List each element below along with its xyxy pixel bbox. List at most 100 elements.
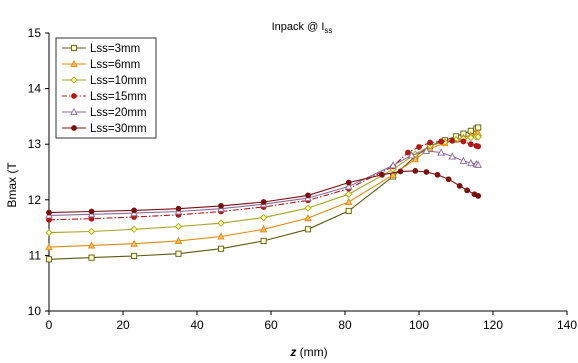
- plot-area: [48, 33, 567, 312]
- data-point: [87, 241, 96, 249]
- data-point: [344, 197, 353, 206]
- y-tick-label: 10: [28, 304, 42, 318]
- data-point: [445, 176, 452, 183]
- legend-label: Lss=10mm: [90, 75, 147, 87]
- y-axis-ticks: 10 11 12 13 14 15: [28, 26, 49, 318]
- data-point: [260, 237, 267, 244]
- data-point: [460, 138, 467, 145]
- data-point: [71, 125, 77, 131]
- legend-label: Lss=15mm: [90, 91, 147, 103]
- legend-label: Lss=6mm: [90, 59, 140, 71]
- legend-item: Lss=15mm: [62, 91, 147, 103]
- x-tick-label: 100: [409, 318, 429, 332]
- data-point: [304, 226, 312, 233]
- data-point: [88, 208, 95, 215]
- data-point: [46, 209, 52, 216]
- x-axis-label-unit: (mm): [296, 345, 327, 359]
- data-point: [45, 242, 53, 251]
- data-point: [389, 161, 397, 169]
- data-point: [345, 207, 352, 214]
- legend-item: Lss=3mm: [62, 43, 140, 55]
- data-point: [474, 160, 482, 168]
- data-point: [130, 239, 138, 247]
- series-6: [46, 167, 482, 216]
- data-point: [217, 245, 225, 252]
- data-point: [70, 107, 78, 116]
- data-point: [70, 59, 78, 68]
- legend-label: Lss=20mm: [90, 107, 147, 119]
- x-axis-ticks: 0 20 40 60 80 100 120 140: [46, 311, 577, 332]
- y-tick-label: 15: [28, 26, 42, 40]
- data-point: [389, 170, 397, 178]
- series-2: [45, 128, 482, 251]
- y-tick-label: 11: [29, 248, 42, 262]
- data-point: [456, 182, 463, 189]
- legend-label: Lss=3mm: [90, 43, 140, 55]
- data-point: [427, 139, 433, 146]
- y-axis-label: Bmax (T: [5, 162, 19, 208]
- series-layer: [45, 124, 482, 263]
- data-point: [217, 219, 225, 227]
- x-tick-label: 140: [557, 318, 577, 332]
- data-point: [345, 190, 353, 198]
- data-point: [474, 133, 482, 141]
- data-point: [259, 225, 268, 233]
- data-point: [475, 193, 482, 199]
- data-point: [130, 225, 138, 233]
- data-point: [467, 141, 474, 148]
- data-point: [423, 169, 430, 175]
- data-point: [397, 168, 404, 175]
- y-tick-label: 13: [28, 137, 42, 151]
- data-point: [379, 171, 385, 178]
- chart-title-subscript: ss: [324, 26, 332, 35]
- data-point: [70, 44, 78, 52]
- chart-title: Inpack @ Iss: [272, 21, 333, 35]
- data-point: [467, 133, 475, 142]
- data-point: [475, 143, 482, 150]
- data-point: [217, 232, 225, 240]
- data-point: [304, 204, 312, 212]
- legend-label: Lss=30mm: [90, 123, 147, 135]
- data-point: [174, 222, 183, 231]
- data-point: [260, 199, 267, 205]
- data-point: [438, 138, 445, 145]
- y-tick-label: 12: [28, 193, 42, 207]
- legend-item: Lss=20mm: [62, 107, 147, 119]
- legend-item: Lss=6mm: [62, 59, 140, 71]
- data-point: [467, 158, 475, 167]
- data-point: [464, 187, 470, 194]
- y-tick-label: 14: [28, 82, 42, 96]
- data-point: [304, 213, 312, 222]
- x-axis-label-var: z: [289, 345, 296, 359]
- data-point: [411, 155, 420, 163]
- data-point: [259, 213, 268, 222]
- data-point: [449, 137, 456, 144]
- data-point: [131, 207, 137, 214]
- data-point: [434, 171, 441, 178]
- data-point: [174, 236, 183, 244]
- x-tick-label: 60: [264, 318, 278, 332]
- data-point: [404, 149, 411, 156]
- data-point: [87, 227, 96, 236]
- legend: Lss=3mm Lss=6mm Lss=10mm Lss=15mm Lss=20mm Ls…: [55, 37, 157, 139]
- x-tick-label: 0: [46, 318, 53, 332]
- data-point: [175, 205, 182, 212]
- data-point: [448, 152, 457, 160]
- data-point: [344, 182, 353, 190]
- data-point: [218, 203, 224, 209]
- data-point: [131, 252, 138, 260]
- data-point: [459, 156, 468, 164]
- data-point: [407, 151, 416, 159]
- data-point: [45, 228, 53, 237]
- data-point: [422, 146, 431, 154]
- data-point: [88, 254, 95, 261]
- data-point: [71, 93, 77, 99]
- data-point: [305, 192, 311, 199]
- x-tick-label: 20: [116, 318, 130, 332]
- chart-title-main: Inpack @ I: [272, 21, 325, 33]
- x-axis-label: z (mm): [289, 345, 327, 359]
- legend-item: Lss=10mm: [62, 75, 147, 87]
- data-point: [345, 179, 352, 186]
- data-point: [45, 256, 53, 263]
